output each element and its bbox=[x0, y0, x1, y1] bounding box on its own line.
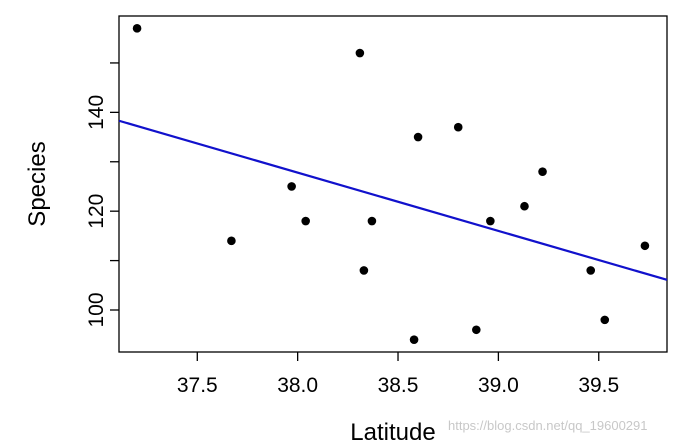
data-point bbox=[287, 182, 296, 191]
x-tick-label: 38.0 bbox=[277, 374, 318, 397]
data-point bbox=[538, 167, 547, 176]
watermark-text: https://blog.csdn.net/qq_19600291 bbox=[448, 418, 648, 433]
y-axis: 100 120 140 bbox=[85, 62, 119, 328]
x-axis: 37.5 38.0 38.5 39.0 39.5 bbox=[177, 352, 619, 397]
data-point bbox=[453, 122, 463, 132]
data-point bbox=[640, 241, 650, 251]
x-tick-label: 39.0 bbox=[478, 374, 519, 397]
x-tick-label: 38.5 bbox=[378, 374, 419, 397]
y-axis-title: Species bbox=[24, 141, 51, 226]
data-points-layer bbox=[132, 24, 650, 344]
data-point bbox=[600, 315, 610, 325]
data-point bbox=[367, 216, 377, 226]
data-point bbox=[132, 24, 142, 33]
y-tick-label: 140 bbox=[85, 95, 108, 130]
x-axis-title: Latitude bbox=[350, 419, 435, 446]
data-point bbox=[486, 216, 495, 226]
regression-line bbox=[118, 119, 668, 281]
regression-line-layer bbox=[118, 119, 668, 281]
y-tick-label: 120 bbox=[85, 194, 108, 229]
data-point bbox=[359, 266, 369, 275]
data-point bbox=[409, 335, 419, 344]
data-point bbox=[472, 325, 481, 335]
x-tick-label: 39.5 bbox=[578, 374, 619, 397]
x-tick-label: 37.5 bbox=[177, 374, 218, 397]
data-point bbox=[227, 236, 236, 246]
data-point bbox=[413, 132, 423, 142]
data-point bbox=[355, 48, 365, 58]
data-point bbox=[586, 266, 596, 275]
plot-frame bbox=[118, 15, 668, 353]
data-point bbox=[520, 201, 529, 211]
data-point bbox=[301, 216, 310, 226]
y-tick-label: 100 bbox=[85, 292, 108, 327]
